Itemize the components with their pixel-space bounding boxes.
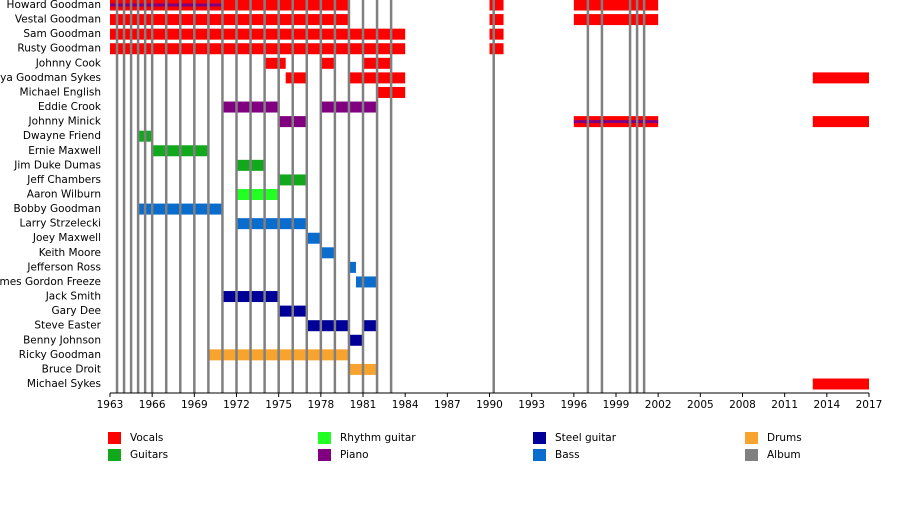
legend-label: Bass	[555, 449, 580, 461]
member-label: Johnny Minick	[28, 116, 102, 128]
member-label: Ernie Maxwell	[28, 145, 101, 157]
bar	[363, 320, 378, 332]
legend-swatch	[318, 432, 331, 444]
bar	[320, 247, 335, 259]
x-tick-label: 1999	[603, 399, 630, 411]
member-label: Johnny Cook	[35, 57, 102, 69]
bar	[489, 28, 504, 40]
legend-label: Guitars	[130, 449, 168, 461]
bar	[812, 72, 869, 84]
member-label: Jim Duke Dumas	[13, 159, 101, 171]
bar	[306, 232, 321, 244]
bar	[285, 72, 307, 84]
bar	[110, 43, 406, 55]
legend-swatch	[533, 432, 546, 444]
bar	[489, 0, 504, 11]
member-label: Jack Smith	[45, 291, 101, 303]
legend-label: Vocals	[130, 432, 163, 444]
x-tick-label: 2005	[687, 399, 714, 411]
member-label: Vestal Goodman	[15, 14, 101, 26]
x-tick-label: 1987	[434, 399, 461, 411]
x-tick-label: 1975	[265, 399, 292, 411]
legend-label: Rhythm guitar	[340, 432, 416, 444]
member-label: Keith Moore	[39, 247, 101, 259]
bar	[489, 14, 504, 26]
legend-swatch	[108, 449, 121, 461]
member-label: Howard Goodman	[7, 0, 101, 11]
bar	[489, 43, 504, 55]
member-label: Bruce Droit	[42, 363, 101, 375]
legend-label: Album	[767, 449, 801, 461]
legend-label: Piano	[340, 449, 369, 461]
member-label: Michael English	[20, 86, 101, 98]
bar	[264, 57, 286, 69]
x-tick-label: 2017	[856, 399, 883, 411]
member-label: Rusty Goodman	[17, 43, 101, 55]
legend-swatch	[318, 449, 331, 461]
member-label: James Gordon Freeze	[0, 276, 101, 288]
x-tick-label: 2014	[813, 399, 840, 411]
x-tick-label: 1996	[560, 399, 587, 411]
bar	[320, 57, 335, 69]
member-label: Michael Sykes	[27, 378, 101, 390]
x-tick-label: 1963	[97, 399, 124, 411]
bar	[110, 0, 349, 11]
x-tick-label: 1966	[139, 399, 166, 411]
member-label: Gary Dee	[52, 305, 101, 317]
member-label: Aaron Wilburn	[27, 189, 101, 201]
x-tick-label: 1984	[392, 399, 419, 411]
member-label: Benny Johnson	[23, 334, 101, 346]
bar	[573, 120, 659, 124]
bar	[812, 378, 869, 390]
member-label: Larry Strzelecki	[19, 218, 101, 230]
x-tick-label: 1978	[307, 399, 334, 411]
bar	[236, 218, 307, 230]
legend-swatch	[108, 432, 121, 444]
x-tick-label: 1981	[350, 399, 377, 411]
bar	[110, 28, 406, 40]
legend-swatch	[745, 432, 758, 444]
legend-label: Drums	[767, 432, 802, 444]
bar	[355, 276, 378, 288]
x-tick-label: 1969	[181, 399, 208, 411]
member-label: Bobby Goodman	[14, 203, 101, 215]
member-label: Jeff Chambers	[26, 174, 101, 186]
bar	[110, 14, 349, 26]
member-label: Sam Goodman	[23, 28, 101, 40]
x-tick-label: 2011	[771, 399, 798, 411]
x-tick-label: 1993	[518, 399, 545, 411]
bar	[348, 334, 363, 346]
legend-swatch	[533, 449, 546, 461]
bar	[573, 0, 659, 11]
member-label: Eddie Crook	[38, 101, 102, 113]
bar	[812, 116, 869, 128]
x-tick-label: 1990	[476, 399, 503, 411]
x-tick-label: 2002	[645, 399, 672, 411]
member-label: Steve Easter	[34, 320, 101, 332]
x-tick-label: 1972	[223, 399, 250, 411]
bar	[236, 189, 279, 200]
bar	[306, 320, 349, 332]
member-label: Dwayne Friend	[23, 130, 101, 142]
bar	[348, 261, 356, 273]
legend-label: Steel guitar	[555, 432, 617, 444]
member-label: Tanya Goodman Sykes	[0, 72, 101, 84]
legend-swatch	[745, 449, 758, 461]
member-label: Ricky Goodman	[19, 349, 101, 361]
member-label: Jefferson Ross	[26, 261, 101, 273]
member-label: Joey Maxwell	[32, 232, 101, 244]
x-tick-label: 2008	[729, 399, 756, 411]
bar	[573, 14, 659, 26]
